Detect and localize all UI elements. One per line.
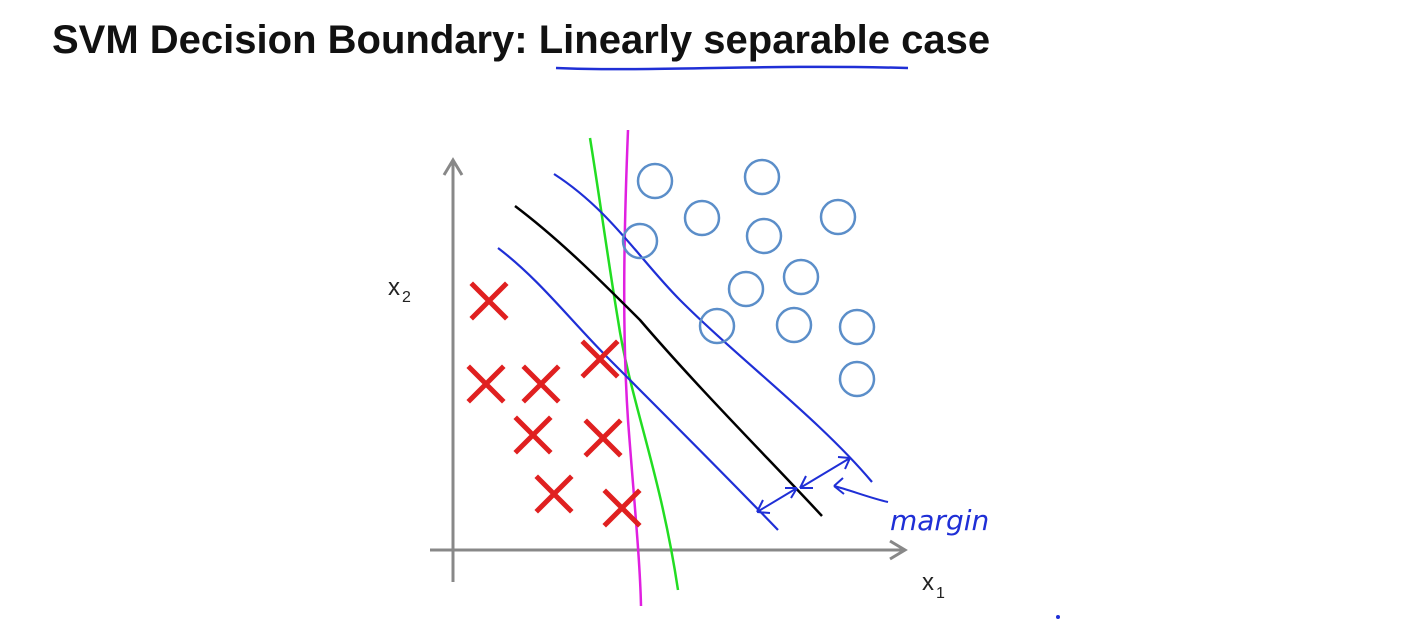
margin-arrow-upper xyxy=(799,456,851,489)
x-axis-arrowhead xyxy=(889,539,908,561)
positive-point-6 xyxy=(745,217,783,255)
positive-point-4 xyxy=(819,198,857,236)
title-prefix: SVM Decision Boundary: xyxy=(52,18,539,62)
positive-point-12 xyxy=(838,360,876,398)
y-axis-label: x xyxy=(388,274,400,301)
margin-arrows xyxy=(756,456,889,514)
margin-pointer-arrow xyxy=(833,477,889,503)
negative-point-7 xyxy=(534,474,574,514)
positive-point-3 xyxy=(683,199,721,237)
negative-point-1 xyxy=(469,281,509,321)
positive-point-1 xyxy=(636,162,674,200)
positive-point-10 xyxy=(775,306,813,344)
upper-margin-line xyxy=(553,173,873,483)
x-axis-label-sub: 1 xyxy=(936,585,945,602)
positive-point-9 xyxy=(698,307,736,345)
positive-point-8 xyxy=(727,270,765,308)
positive-point-7 xyxy=(782,258,820,296)
y-axis-label-sub: 2 xyxy=(402,289,411,306)
title-underline xyxy=(555,65,909,71)
green-boundary-line xyxy=(588,137,680,591)
negative-point-5 xyxy=(513,415,553,455)
axes xyxy=(430,157,908,582)
title-suffix: case xyxy=(890,18,991,62)
negative-class-points xyxy=(466,281,642,528)
stray-dot xyxy=(1056,615,1060,619)
margin-arrow-lower xyxy=(756,487,798,514)
margin-annotation: margin xyxy=(890,504,989,537)
positive-point-5 xyxy=(621,222,659,260)
negative-point-3 xyxy=(521,364,561,404)
negative-point-2 xyxy=(466,364,506,404)
negative-point-6 xyxy=(583,418,623,458)
x-axis-label: x xyxy=(922,569,934,596)
page-title: SVM Decision Boundary: Linearly separabl… xyxy=(52,18,990,63)
positive-point-2 xyxy=(743,158,781,196)
title-underlined: Linearly separable xyxy=(538,18,891,62)
magenta-boundary-line xyxy=(622,129,643,607)
y-axis-arrowhead xyxy=(442,157,464,176)
negative-point-8 xyxy=(602,488,642,528)
svm-decision-boundary xyxy=(514,205,823,517)
lower-margin-line xyxy=(497,247,779,531)
positive-point-11 xyxy=(838,308,876,346)
positive-class-points xyxy=(621,158,876,398)
negative-point-4 xyxy=(580,339,620,379)
